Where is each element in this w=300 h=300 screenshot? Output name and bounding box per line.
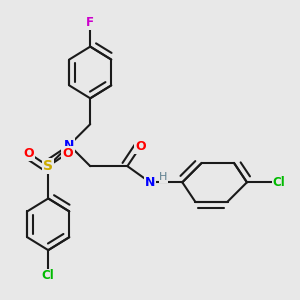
Text: O: O (23, 147, 34, 160)
Text: O: O (135, 140, 146, 153)
Text: S: S (43, 159, 53, 173)
Text: O: O (62, 147, 73, 160)
Text: N: N (64, 139, 74, 152)
Text: H: H (159, 172, 167, 182)
Text: Cl: Cl (42, 269, 55, 283)
Text: F: F (86, 16, 94, 29)
Text: Cl: Cl (273, 176, 286, 189)
Text: N: N (145, 176, 155, 189)
